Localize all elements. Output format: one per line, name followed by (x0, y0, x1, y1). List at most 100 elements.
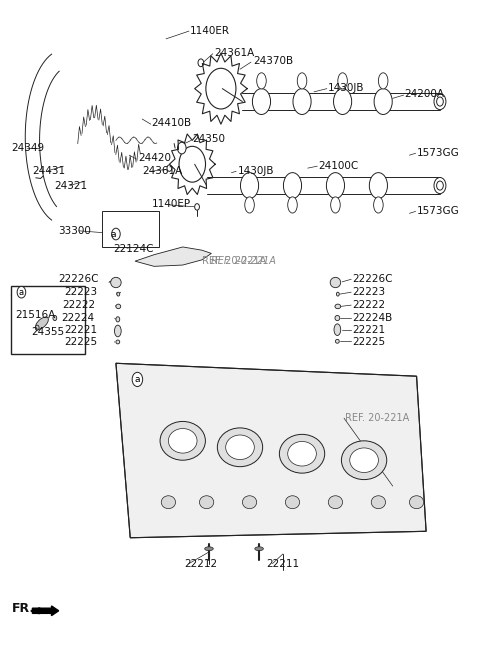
Text: 22212: 22212 (184, 559, 217, 569)
Ellipse shape (288, 197, 297, 213)
Ellipse shape (374, 89, 392, 114)
Polygon shape (116, 363, 426, 538)
FancyArrow shape (33, 606, 59, 616)
Text: 24410B: 24410B (152, 118, 192, 128)
Ellipse shape (371, 496, 385, 509)
Text: 33300: 33300 (59, 226, 92, 236)
Ellipse shape (338, 73, 348, 89)
Text: 1140EP: 1140EP (152, 199, 191, 210)
Text: 24431: 24431 (33, 165, 66, 176)
Ellipse shape (217, 428, 263, 467)
Ellipse shape (242, 496, 257, 509)
Ellipse shape (116, 304, 120, 309)
Text: 24420: 24420 (138, 153, 171, 164)
Ellipse shape (297, 73, 307, 89)
Ellipse shape (198, 59, 204, 67)
Text: 24361A: 24361A (142, 165, 182, 176)
Text: 24321: 24321 (54, 180, 87, 191)
Ellipse shape (350, 448, 378, 472)
Text: REF. 20-221A: REF. 20-221A (202, 256, 266, 266)
Ellipse shape (369, 173, 387, 199)
Bar (11, 286, 85, 354)
Text: a: a (135, 375, 140, 384)
Ellipse shape (293, 89, 311, 114)
Text: 24350: 24350 (192, 134, 225, 144)
Text: a: a (111, 230, 116, 239)
Text: 22221: 22221 (352, 324, 385, 335)
Polygon shape (135, 247, 211, 266)
Ellipse shape (35, 325, 39, 330)
Ellipse shape (116, 317, 120, 322)
Text: 24361A: 24361A (214, 48, 254, 58)
Ellipse shape (336, 292, 339, 296)
Ellipse shape (160, 421, 205, 460)
Text: 22222: 22222 (62, 300, 96, 310)
Ellipse shape (240, 173, 259, 199)
Ellipse shape (17, 286, 26, 298)
Text: 22124C: 22124C (114, 244, 154, 254)
Ellipse shape (255, 547, 264, 551)
Ellipse shape (132, 373, 143, 387)
Ellipse shape (434, 93, 446, 110)
Ellipse shape (331, 197, 340, 213)
Ellipse shape (434, 177, 446, 193)
Text: 1430JB: 1430JB (238, 165, 274, 176)
Text: 24100C: 24100C (319, 160, 359, 171)
Ellipse shape (335, 304, 341, 309)
Bar (102, 212, 159, 247)
Text: FR.: FR. (12, 602, 35, 615)
Text: 22225: 22225 (352, 337, 385, 347)
Ellipse shape (328, 496, 343, 509)
Ellipse shape (36, 317, 48, 330)
Ellipse shape (245, 197, 254, 213)
Text: 22225: 22225 (64, 337, 97, 347)
Ellipse shape (285, 496, 300, 509)
Ellipse shape (53, 315, 57, 321)
Text: 22224B: 22224B (352, 313, 392, 323)
Ellipse shape (373, 197, 383, 213)
Text: REF. 20-221A: REF. 20-221A (211, 256, 276, 266)
Ellipse shape (409, 496, 424, 509)
Text: REF. 20-221A: REF. 20-221A (345, 413, 409, 423)
Text: 1140ER: 1140ER (190, 26, 230, 36)
Text: 24349: 24349 (11, 143, 44, 153)
Ellipse shape (226, 435, 254, 459)
Ellipse shape (279, 434, 324, 473)
Text: 24355: 24355 (31, 327, 64, 337)
Text: 22224: 22224 (61, 313, 95, 323)
Text: 24200A: 24200A (405, 90, 444, 99)
Ellipse shape (288, 441, 316, 466)
Text: 1430JB: 1430JB (328, 83, 365, 93)
Text: 22226C: 22226C (352, 275, 393, 284)
Ellipse shape (330, 277, 341, 288)
Ellipse shape (336, 339, 339, 343)
Ellipse shape (283, 173, 301, 199)
Text: 22226C: 22226C (59, 275, 99, 284)
Ellipse shape (341, 441, 387, 480)
Text: 22221: 22221 (64, 324, 97, 335)
Ellipse shape (252, 89, 271, 114)
Ellipse shape (112, 228, 120, 240)
Text: 22223: 22223 (352, 288, 385, 297)
Ellipse shape (116, 340, 120, 344)
Text: 22223: 22223 (64, 288, 97, 297)
Text: 1573GG: 1573GG (417, 206, 459, 215)
Ellipse shape (257, 73, 266, 89)
Ellipse shape (168, 428, 197, 453)
Ellipse shape (161, 496, 176, 509)
Text: 21516A: 21516A (16, 310, 56, 320)
Text: 22211: 22211 (266, 559, 300, 569)
Ellipse shape (326, 173, 345, 199)
Ellipse shape (334, 89, 352, 114)
Ellipse shape (204, 547, 213, 551)
Ellipse shape (199, 496, 214, 509)
Ellipse shape (115, 325, 121, 337)
Ellipse shape (117, 292, 120, 296)
Ellipse shape (378, 73, 388, 89)
Ellipse shape (167, 165, 172, 171)
Ellipse shape (335, 315, 340, 321)
Text: 22222: 22222 (352, 300, 385, 310)
Text: a: a (19, 288, 24, 297)
Text: 1573GG: 1573GG (417, 147, 459, 158)
Ellipse shape (334, 324, 341, 336)
